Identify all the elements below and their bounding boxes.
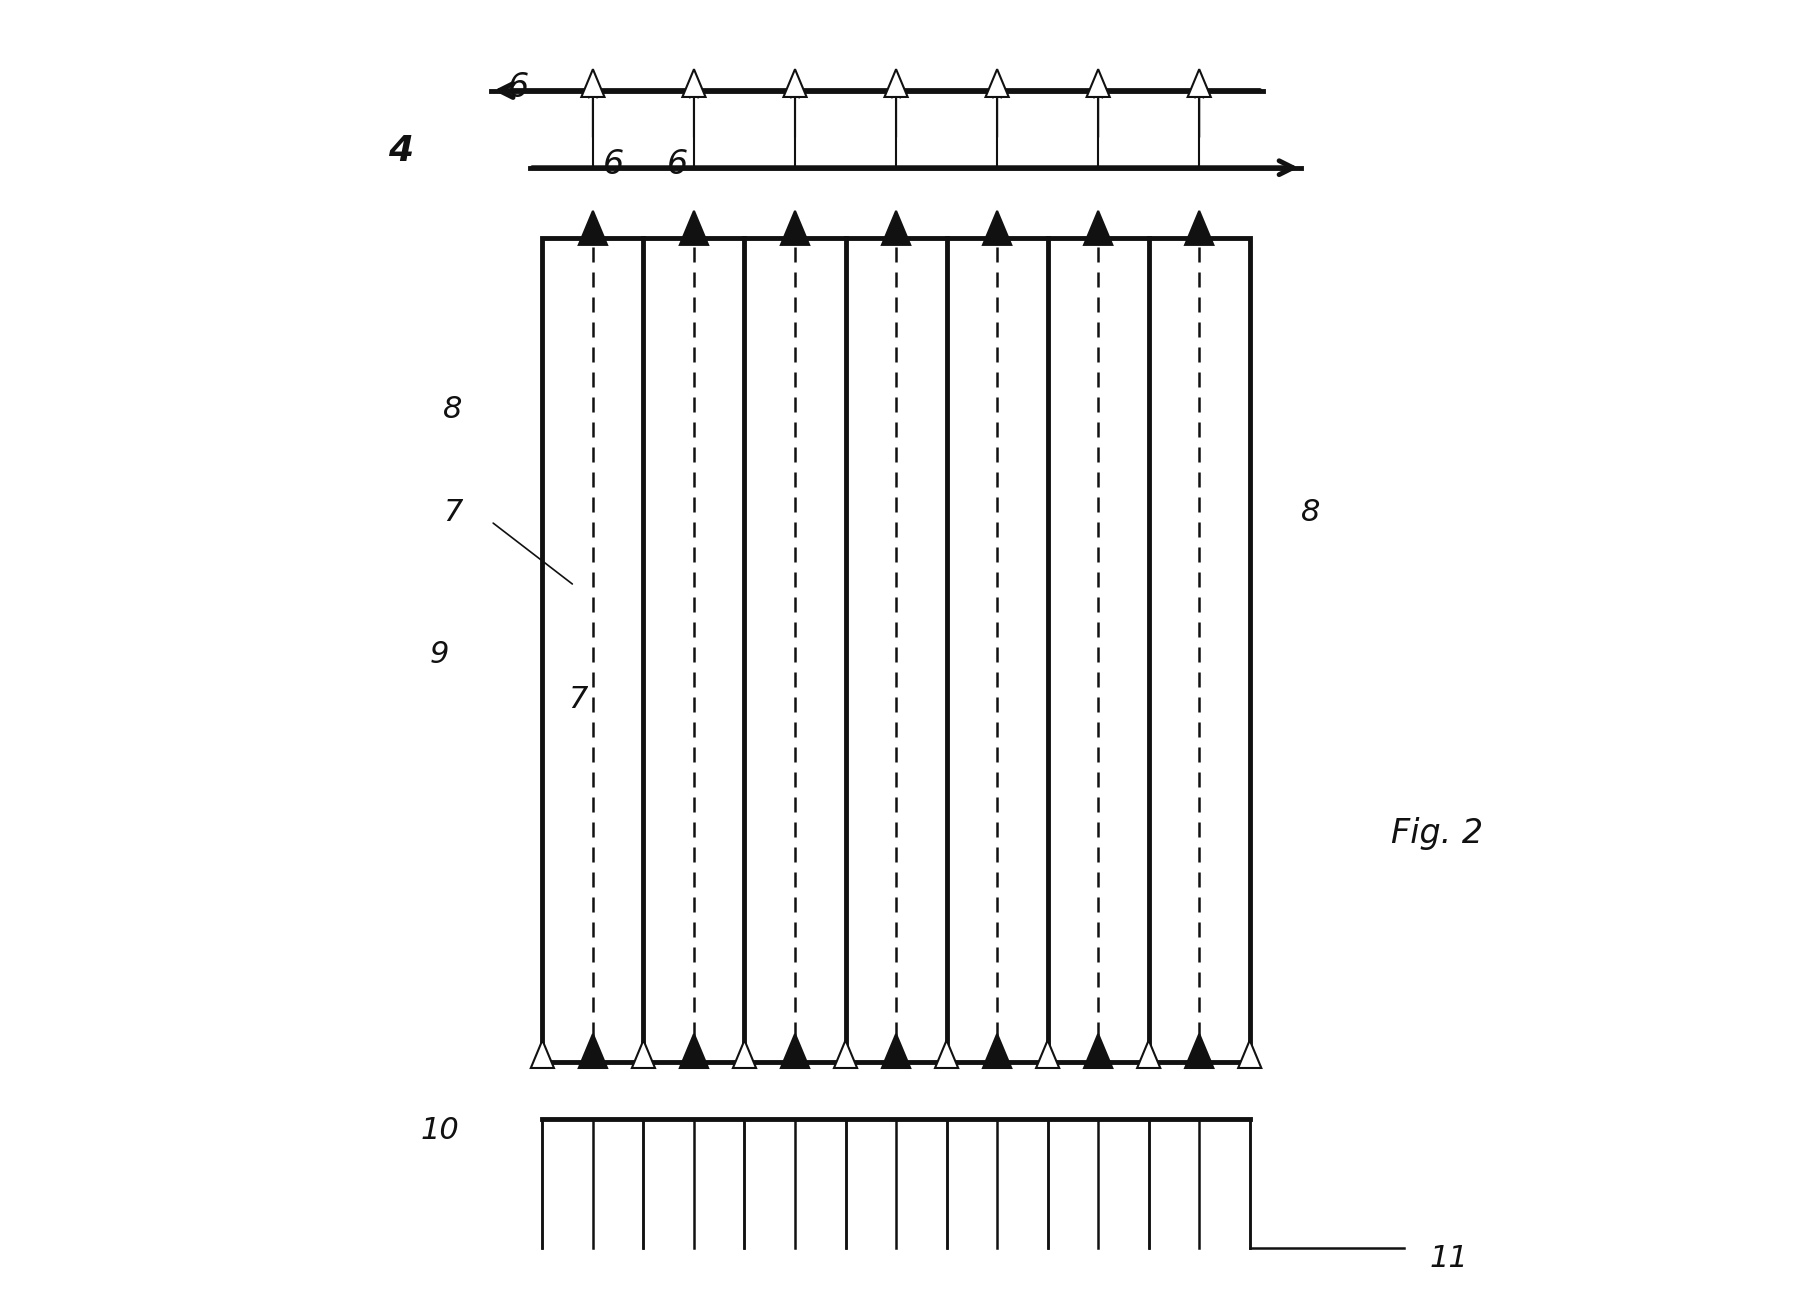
Polygon shape bbox=[883, 211, 910, 244]
Polygon shape bbox=[834, 1040, 857, 1069]
Polygon shape bbox=[682, 69, 706, 97]
Polygon shape bbox=[782, 211, 809, 244]
Polygon shape bbox=[783, 69, 807, 97]
Polygon shape bbox=[883, 1034, 910, 1069]
Polygon shape bbox=[680, 1034, 708, 1069]
Polygon shape bbox=[1186, 1034, 1213, 1069]
Text: 6: 6 bbox=[666, 148, 688, 181]
Polygon shape bbox=[733, 1040, 756, 1069]
Polygon shape bbox=[680, 211, 708, 244]
Text: 6: 6 bbox=[603, 148, 625, 181]
Text: 4: 4 bbox=[388, 134, 413, 168]
Text: 7: 7 bbox=[442, 498, 462, 528]
Polygon shape bbox=[531, 1040, 554, 1069]
Text: 10: 10 bbox=[421, 1115, 458, 1145]
Text: 6: 6 bbox=[509, 72, 529, 104]
Text: 8: 8 bbox=[1301, 498, 1321, 528]
Polygon shape bbox=[1036, 1040, 1060, 1069]
Text: 7: 7 bbox=[569, 685, 587, 714]
Text: 9: 9 bbox=[430, 640, 449, 670]
Polygon shape bbox=[1085, 1034, 1112, 1069]
Polygon shape bbox=[935, 1040, 958, 1069]
Text: Fig. 2: Fig. 2 bbox=[1392, 816, 1484, 850]
Polygon shape bbox=[984, 211, 1011, 244]
Text: 11: 11 bbox=[1430, 1244, 1469, 1273]
Polygon shape bbox=[1137, 1040, 1161, 1069]
Polygon shape bbox=[986, 69, 1009, 97]
Polygon shape bbox=[1238, 1040, 1262, 1069]
Polygon shape bbox=[1085, 211, 1112, 244]
Bar bbox=[542, 238, 1249, 1062]
Polygon shape bbox=[579, 211, 606, 244]
Polygon shape bbox=[579, 1034, 606, 1069]
Polygon shape bbox=[632, 1040, 655, 1069]
Polygon shape bbox=[984, 1034, 1011, 1069]
Polygon shape bbox=[581, 69, 605, 97]
Polygon shape bbox=[1188, 69, 1211, 97]
Polygon shape bbox=[1087, 69, 1110, 97]
Polygon shape bbox=[884, 69, 908, 97]
Text: 8: 8 bbox=[442, 395, 462, 425]
Polygon shape bbox=[782, 1034, 809, 1069]
Polygon shape bbox=[1186, 211, 1213, 244]
